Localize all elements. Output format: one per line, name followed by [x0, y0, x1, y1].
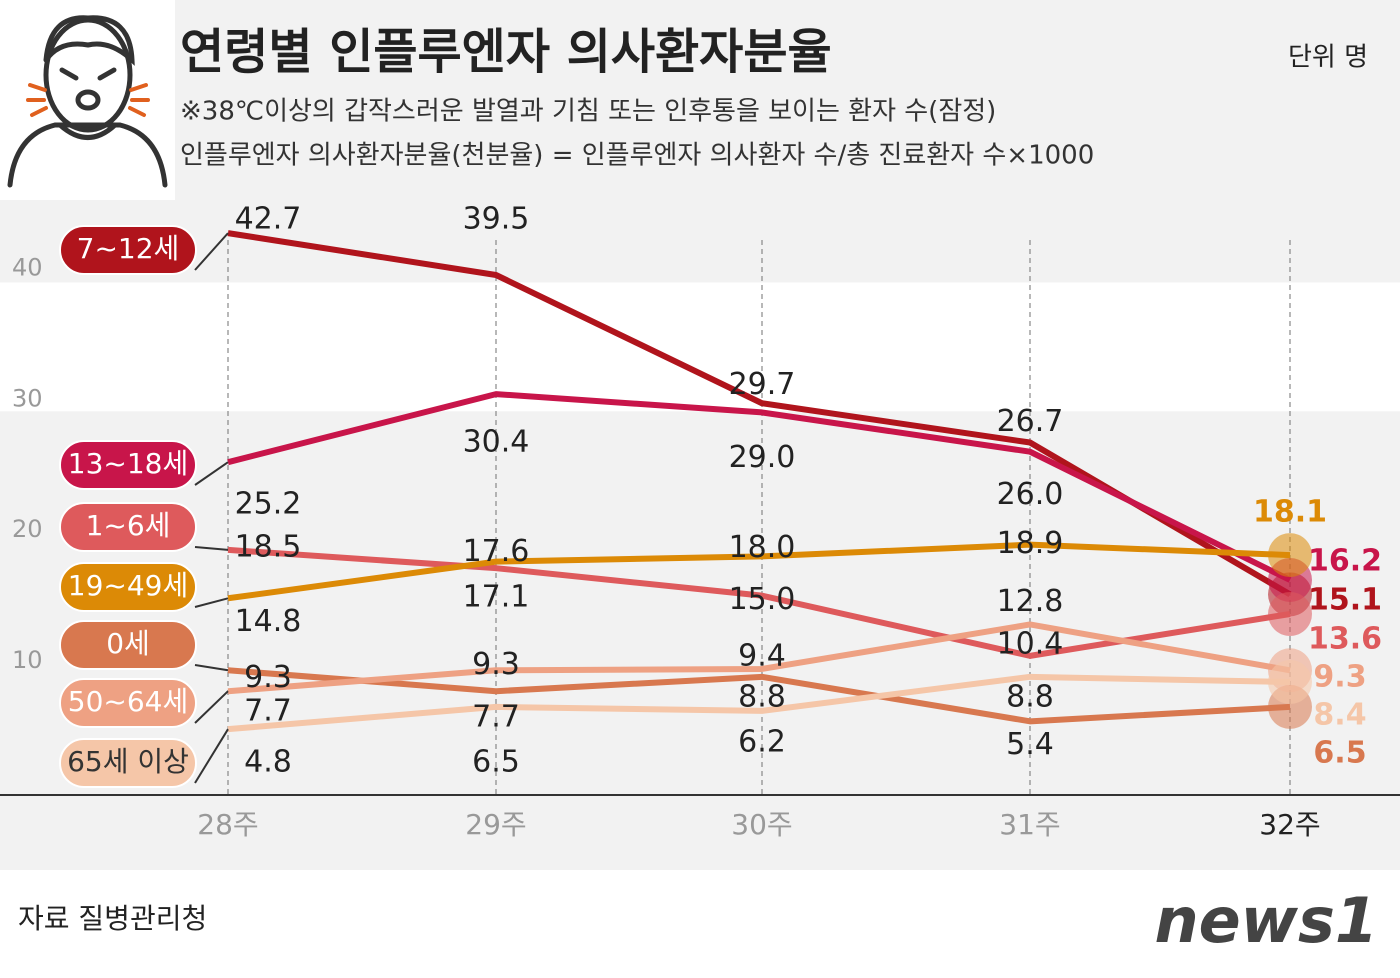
- logo: news1: [1154, 884, 1378, 957]
- data-label: 9.3: [1313, 660, 1366, 695]
- y-tick-label: 40: [12, 253, 43, 281]
- data-label: 6.5: [472, 744, 520, 779]
- legend-label: 1~6세: [86, 509, 171, 542]
- x-tick-label: 30주: [731, 808, 792, 841]
- series-line: [227, 673, 1291, 733]
- legend-connector: [194, 546, 229, 551]
- data-label: 6.2: [738, 724, 786, 759]
- series-line: [227, 667, 1291, 725]
- legend-pill: [59, 562, 197, 612]
- x-tick-label: 32주: [1259, 808, 1320, 841]
- data-label: 39.5: [463, 201, 530, 236]
- legend-connector: [194, 690, 229, 724]
- y-tick-label: 30: [12, 384, 43, 412]
- data-label: 16.2: [1308, 544, 1382, 579]
- data-label: 18.1: [1253, 495, 1327, 530]
- legend-label: 50~64세: [68, 685, 188, 718]
- data-label: 9.3: [472, 647, 520, 682]
- icon-sneeze: [26, 83, 150, 117]
- legend-pill: [59, 502, 197, 552]
- data-label: 8.8: [738, 679, 786, 714]
- data-label: 14.8: [235, 604, 302, 639]
- data-label: 13.6: [1308, 622, 1382, 657]
- legend-connector: [194, 232, 229, 271]
- y-tick-label: 20: [12, 515, 43, 543]
- data-label: 7.7: [244, 694, 292, 729]
- legend-pill: [59, 225, 197, 275]
- legend-connector: [194, 728, 229, 784]
- legend-label: 0세: [106, 627, 150, 660]
- data-label: 8.4: [1313, 698, 1366, 733]
- data-label: 18.5: [235, 529, 302, 564]
- x-tick-label: 28주: [197, 808, 258, 841]
- legend-pill: [59, 678, 197, 728]
- data-label: 17.1: [463, 580, 530, 615]
- legend-pill: [59, 620, 197, 670]
- series-line: [227, 621, 1291, 695]
- chart-title: 연령별 인플루엔자 의사환자분율: [180, 24, 832, 80]
- data-label: 10.4: [997, 626, 1064, 661]
- data-label: 9.3: [244, 660, 292, 695]
- subtitle: ※38℃이상의 갑작스러운 발열과 기침 또는 인후통을 보이는 환자 수(잠정…: [180, 97, 996, 127]
- bands: [0, 282, 1400, 412]
- data-label: 26.7: [997, 404, 1064, 439]
- data-label: 18.9: [997, 526, 1064, 561]
- data-label: 29.0: [729, 440, 796, 475]
- series-line: [227, 541, 1291, 602]
- legend-label: 13~18세: [68, 447, 188, 480]
- data-label: 15.0: [729, 582, 796, 617]
- legend-label: 7~12세: [77, 232, 180, 265]
- legend-label: 19~49세: [68, 569, 188, 602]
- source: 자료 질병관리청: [18, 902, 207, 935]
- legend-pill: [59, 440, 197, 490]
- data-label: 7.7: [472, 700, 520, 735]
- data-label: 29.7: [729, 367, 796, 402]
- data-label: 18.0: [729, 530, 796, 565]
- legend-connector: [194, 597, 229, 608]
- data-label: 25.2: [235, 487, 302, 522]
- data-label: 12.8: [997, 584, 1064, 619]
- data-label: 4.8: [244, 745, 292, 780]
- data-label: 42.7: [235, 202, 302, 237]
- icon: [7, 15, 168, 188]
- data-label: 15.1: [1308, 583, 1382, 618]
- data-label: 9.4: [738, 638, 786, 673]
- legend-connector: [194, 664, 229, 672]
- unit-label: 단위 명: [1288, 43, 1368, 73]
- data-label: 17.6: [463, 534, 530, 569]
- series-line: [227, 391, 1292, 583]
- x-tick-label: 31주: [999, 808, 1060, 841]
- data-label: 30.4: [463, 425, 530, 460]
- band: [0, 282, 1400, 412]
- legend-pill: [59, 738, 197, 788]
- data-label: 5.4: [1006, 727, 1054, 762]
- x-tick-label: 29주: [465, 808, 526, 841]
- data-label: 6.5: [1313, 736, 1366, 771]
- legend-connector: [194, 461, 229, 486]
- footer-background: [0, 870, 1400, 978]
- y-tick-label: 10: [12, 646, 43, 674]
- legend-label: 65세 이상: [67, 745, 189, 778]
- data-label: 26.0: [997, 477, 1064, 512]
- subtitle: 인플루엔자 의사환자분율(천분율) = 인플루엔자 의사환자 수/총 진료환자 …: [180, 141, 1094, 171]
- data-label: 8.8: [1006, 679, 1054, 714]
